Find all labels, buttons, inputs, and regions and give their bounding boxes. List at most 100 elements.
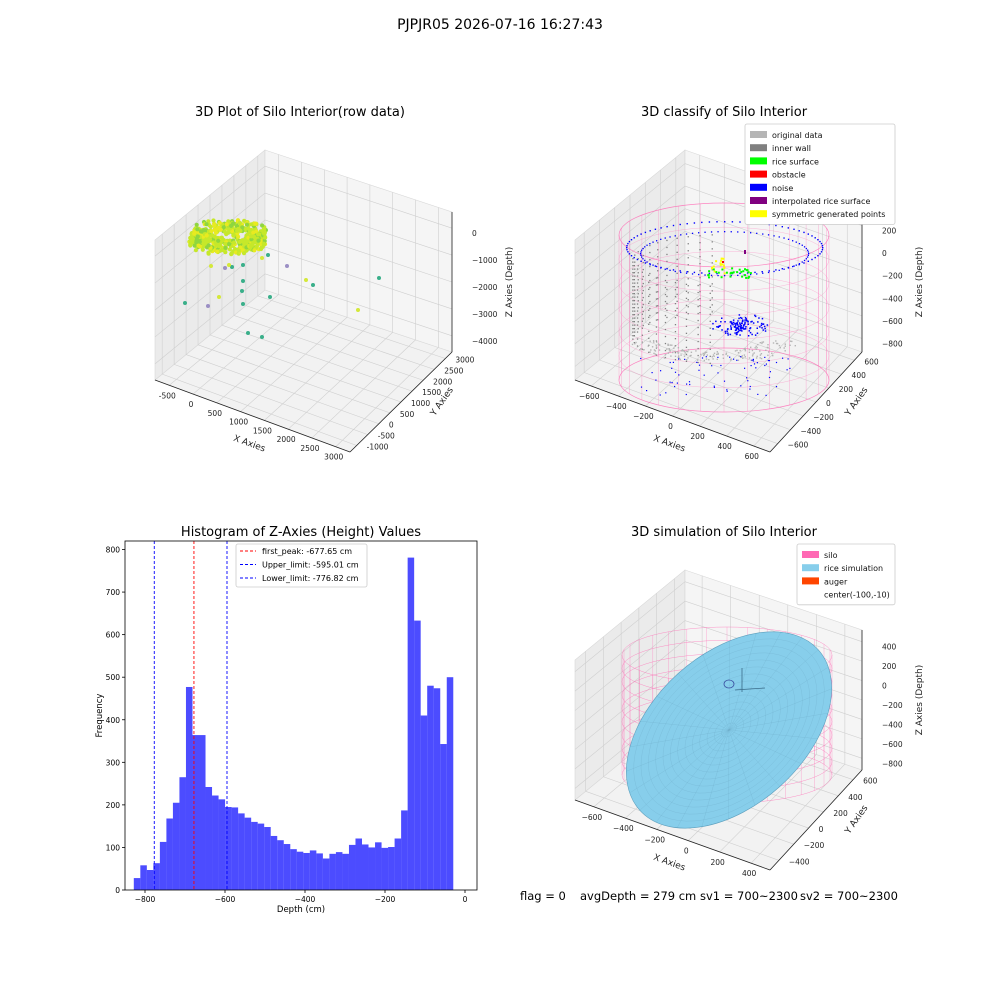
p2-inner-wall-point <box>636 331 639 333</box>
p2-noise-point <box>805 247 807 250</box>
p1-gridline-y <box>209 334 402 403</box>
p2-noise-point <box>656 265 658 268</box>
flag-readout: flag = 0 <box>520 889 566 903</box>
p2-inner-wall-point <box>711 262 713 264</box>
p2-rice-surface-point <box>741 275 744 278</box>
p4-gridline-x <box>750 763 846 864</box>
p2-noise-point <box>727 334 729 336</box>
p2-noise-point <box>649 230 651 232</box>
p2-noise-point <box>744 367 746 369</box>
p2-inner-wall-point <box>633 328 635 330</box>
p2-inner-wall-point <box>699 256 701 258</box>
p1-x-tick-label: 2000 <box>277 435 296 444</box>
p3-x-tick-label: −400 <box>295 895 316 904</box>
p3-hist-bar <box>218 799 226 890</box>
p2-inner-wall-point <box>657 249 659 251</box>
p2-inner-wall-point <box>632 296 634 298</box>
p2-original-point <box>639 349 641 351</box>
p1-outlier-point <box>206 304 210 308</box>
p2-original-point <box>716 358 718 360</box>
p2-y-tick-label: 600 <box>864 357 879 366</box>
p2-inner-wall-point <box>676 293 678 295</box>
p2-inner-wall-point <box>687 299 689 301</box>
p2-inner-wall-point <box>648 337 650 339</box>
p2-inner-wall-point <box>637 279 639 281</box>
p2-inner-wall-point <box>697 354 699 357</box>
p3-hist-bar <box>335 852 343 890</box>
p2-inner-wall-point <box>655 312 658 314</box>
p1-cluster-point <box>260 223 265 228</box>
p1-outlier-point <box>268 295 272 299</box>
p2-symmetric-point <box>719 262 722 265</box>
p2-inner-wall-point <box>632 310 634 312</box>
p2-noise-point <box>822 247 824 249</box>
p2-z-tick-label: −800 <box>882 339 903 348</box>
p2-inner-wall-point <box>642 289 644 292</box>
p2-noise-point <box>736 359 738 361</box>
p2-noise-point <box>807 233 809 235</box>
p4-x-tick-label: −400 <box>613 824 634 833</box>
p1-cluster-point <box>206 250 211 255</box>
p2-noise-point <box>674 371 677 373</box>
p2-noise-point <box>684 358 686 360</box>
p2-noise-point <box>762 272 764 274</box>
p2-noise-point <box>691 232 694 234</box>
p2-noise-point <box>762 329 764 331</box>
p2-original-point <box>678 357 681 359</box>
p2-inner-wall-point <box>636 275 639 277</box>
p3-x-axis-label: Depth (cm) <box>277 905 325 915</box>
p3-y-tick-label: 100 <box>106 843 121 852</box>
p2-original-point <box>642 349 645 351</box>
p2-inner-wall-point <box>699 284 701 286</box>
p2-original-point <box>740 356 743 358</box>
p3-hist-bar <box>140 865 147 890</box>
p2-inner-wall-point <box>664 335 667 338</box>
p2-inner-wall-point <box>634 261 636 263</box>
p4-rice-mesh-spoke <box>728 729 818 739</box>
p2-original-point <box>667 343 669 345</box>
p2-inner-wall-point <box>711 297 713 299</box>
p2-inner-wall-point <box>636 289 639 291</box>
p2-title: 3D classify of Silo Interior <box>641 105 808 120</box>
p1-cluster-point <box>236 234 241 239</box>
p2-noise-point <box>712 328 714 330</box>
p2-noise-point <box>767 271 770 274</box>
p2-x-axis-line <box>574 379 771 453</box>
p1-gridline-y <box>197 344 391 414</box>
p2-original-point <box>674 355 677 357</box>
p2-original-point <box>667 352 670 354</box>
p2-noise-point <box>817 255 819 257</box>
p1-cluster-point <box>252 248 257 253</box>
p2-inner-wall-point <box>632 282 634 284</box>
p4-rice-mesh-spoke <box>728 688 832 731</box>
p4-rice-mesh-spoke <box>728 729 802 764</box>
p2-noise-point <box>686 271 688 273</box>
p3-hist-bar <box>355 838 362 890</box>
p2-original-point <box>779 347 781 349</box>
p2-noise-point <box>807 254 809 256</box>
p2-inner-wall-point <box>637 293 639 295</box>
p2-inner-wall-point <box>642 296 644 299</box>
p2-original-point <box>681 350 684 352</box>
p2-noise-point <box>798 243 801 245</box>
p2-inner-wall-point <box>636 345 639 347</box>
p4-rice-mesh-spoke <box>728 649 819 731</box>
p2-original-point <box>669 344 672 346</box>
p2-inner-wall-point <box>632 286 634 288</box>
p2-noise-point <box>646 390 648 392</box>
p2-inner-wall-point <box>632 331 634 333</box>
p2-noise-point <box>758 317 760 319</box>
p3-x-tick-label: −800 <box>135 895 156 904</box>
p2-noise-point <box>685 272 688 274</box>
p1-cluster-point <box>200 247 205 252</box>
p2-inner-wall-point <box>676 272 678 274</box>
p4-x-axis-label: X Axies <box>652 853 687 874</box>
p2-original-point <box>738 355 740 357</box>
p2-original-point <box>687 350 689 353</box>
p2-inner-wall-point <box>666 295 668 298</box>
p2-noise-point <box>756 327 758 329</box>
p2-noise-point <box>744 328 747 330</box>
p2-noise-point <box>744 316 747 319</box>
p2-original-point <box>700 353 702 356</box>
p2-gridline-y <box>584 372 778 444</box>
